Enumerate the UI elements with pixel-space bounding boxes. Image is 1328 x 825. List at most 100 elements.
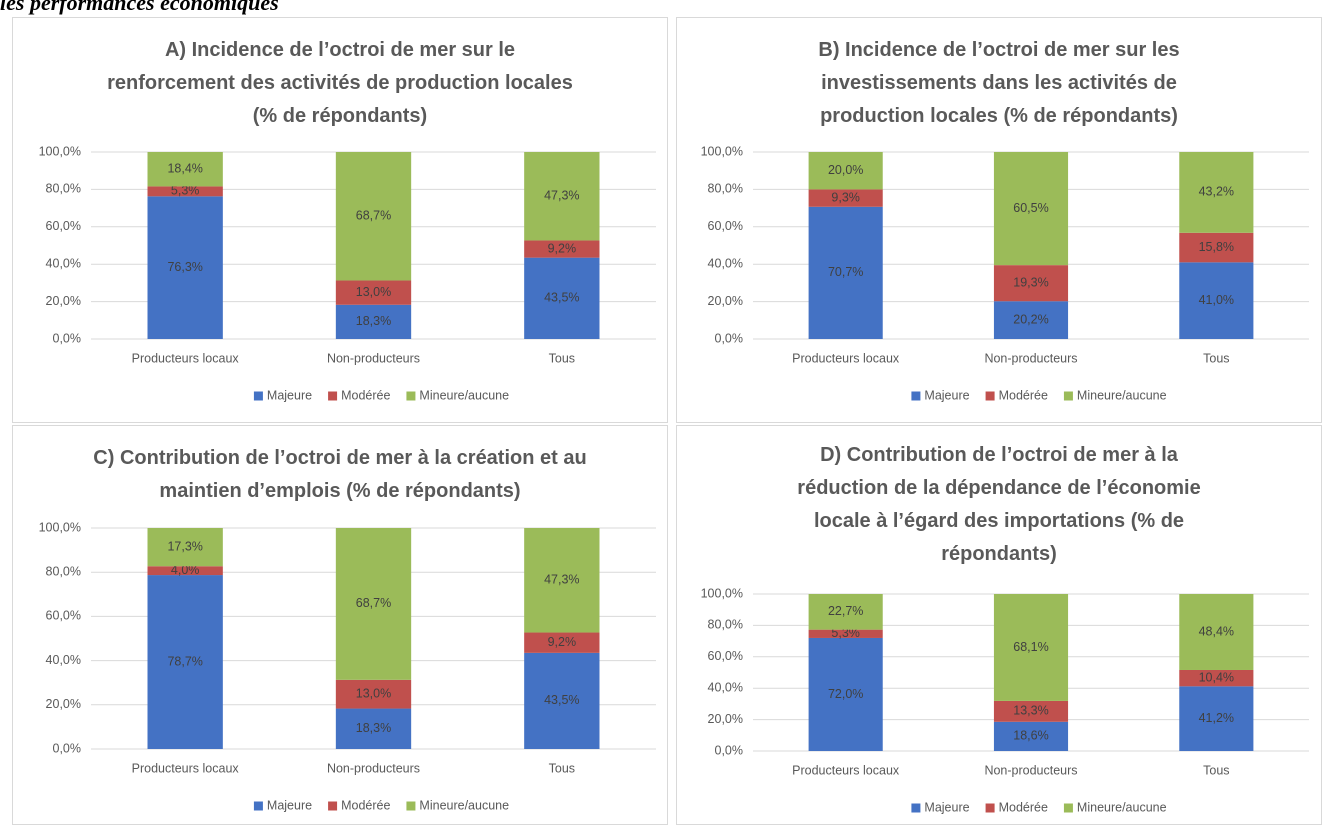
y-tick-label: 0,0% [715,743,744,757]
legend-swatch [985,803,995,813]
data-label: 17,3% [167,539,202,553]
data-label: 13,3% [1013,704,1048,718]
data-label: 22,7% [828,604,863,618]
bar-segment [335,528,412,680]
y-tick-label: 80,0% [46,564,81,578]
data-label: 41,0% [1199,293,1234,307]
x-tick-label: Producteurs locaux [792,763,900,777]
data-label: 18,3% [356,721,391,735]
bar-segment [147,152,223,187]
data-label: 68,7% [356,209,391,223]
y-tick-label: 40,0% [708,680,743,694]
bar-segment [524,652,600,749]
y-tick-label: 20,0% [46,294,81,308]
y-tick-label: 40,0% [708,256,743,270]
bar-segment [1179,232,1254,263]
y-tick-label: 20,0% [46,697,81,711]
bar-segment [1179,262,1254,339]
bar-segment [524,632,600,653]
bar-segment [147,575,223,749]
data-label: 78,7% [167,654,202,668]
data-label: 9,3% [831,190,860,204]
bar-segment [147,528,223,567]
bar-segment [1179,686,1254,751]
legend-swatch [1063,391,1073,401]
data-label: 13,0% [356,285,391,299]
bar-segment [147,566,223,576]
legend-swatch [328,801,338,811]
y-tick-label: 0,0% [53,331,82,345]
x-tick-label: Non-producteurs [984,763,1077,777]
data-label: 48,4% [1199,624,1234,638]
chart-title: D) Contribution de l’octroi de mer à la … [797,444,1201,565]
data-label: 9,2% [548,241,577,255]
bar-segment [335,280,412,305]
bar-segment [808,206,883,339]
bar-segment [808,637,883,751]
y-tick-label: 60,0% [46,609,81,623]
legend-label: Modérée [341,798,390,812]
bar-segment [1179,669,1254,687]
legend-label: Majeure [267,388,312,402]
caption: les performances économiques [0,0,279,15]
data-label: 47,3% [544,573,579,587]
data-label: 41,2% [1199,711,1234,725]
data-label: 43,2% [1199,185,1234,199]
x-tick-label: Producteurs locaux [132,761,240,775]
legend-swatch [1063,803,1073,813]
data-label: 19,3% [1013,275,1048,289]
data-label: 43,5% [544,693,579,707]
data-label: 15,8% [1199,240,1234,254]
bar-segment [335,152,412,281]
legend-swatch [406,391,416,401]
y-tick-label: 0,0% [715,331,744,345]
y-tick-label: 100,0% [39,520,81,534]
legend-label: Mineure/aucune [1077,800,1167,814]
data-label: 70,7% [828,265,863,279]
x-tick-label: Non-producteurs [327,351,420,365]
data-label: 47,3% [544,189,579,203]
bar-segment [524,152,600,241]
chart-panel: 0,0% 20,0% 40,0% 60,0% 80,0% 100,0% Producteur… [676,425,1322,825]
legend-swatch [911,803,921,813]
y-tick-label: 60,0% [46,219,81,233]
x-tick-label: Tous [1203,763,1229,777]
data-label: 60,5% [1013,201,1048,215]
chart-panel: 0,0% 20,0% 40,0% 60,0% 80,0% 100,0% Producteur… [12,425,668,825]
bar-segment [993,301,1069,339]
y-tick-label: 60,0% [708,219,743,233]
legend-label: Mineure/aucune [419,798,509,812]
x-tick-label: Producteurs locaux [792,351,900,365]
bar-segment [993,721,1069,751]
legend-label: Modérée [341,388,390,402]
bar-segment [524,257,600,339]
legend-swatch [985,391,995,401]
y-tick-label: 40,0% [46,653,81,667]
chart: 0,0% 20,0% 40,0% 60,0% 80,0% 100,0% Producteur… [701,586,1309,814]
chart-panel: 0,0% 20,0% 40,0% 60,0% 80,0% 100,0% Producteur… [676,17,1322,423]
bar-segment [147,196,223,339]
bar-segment [335,708,412,749]
chart: 0,0% 20,0% 40,0% 60,0% 80,0% 100,0% Producteur… [701,144,1309,402]
y-tick-label: 20,0% [708,294,743,308]
bar-segment [993,265,1069,302]
bar-segment [808,189,883,207]
data-label: 68,1% [1013,640,1048,654]
y-tick-label: 80,0% [708,182,743,196]
data-label: 10,4% [1199,670,1234,684]
legend-swatch [253,801,263,811]
x-tick-label: Producteurs locaux [132,351,240,365]
chart: 0,0% 20,0% 40,0% 60,0% 80,0% 100,0% Producteur… [39,520,656,812]
y-tick-label: 100,0% [39,144,81,158]
y-tick-label: 100,0% [701,586,743,600]
data-label: 76,3% [167,260,202,274]
bar-segment [335,679,412,709]
bar-segment [808,594,883,630]
y-tick-label: 0,0% [53,741,82,755]
data-label: 4,0% [171,563,200,577]
bar-segment [808,152,883,190]
y-tick-label: 20,0% [708,712,743,726]
legend-label: Majeure [924,388,969,402]
bar-segment [993,700,1069,722]
